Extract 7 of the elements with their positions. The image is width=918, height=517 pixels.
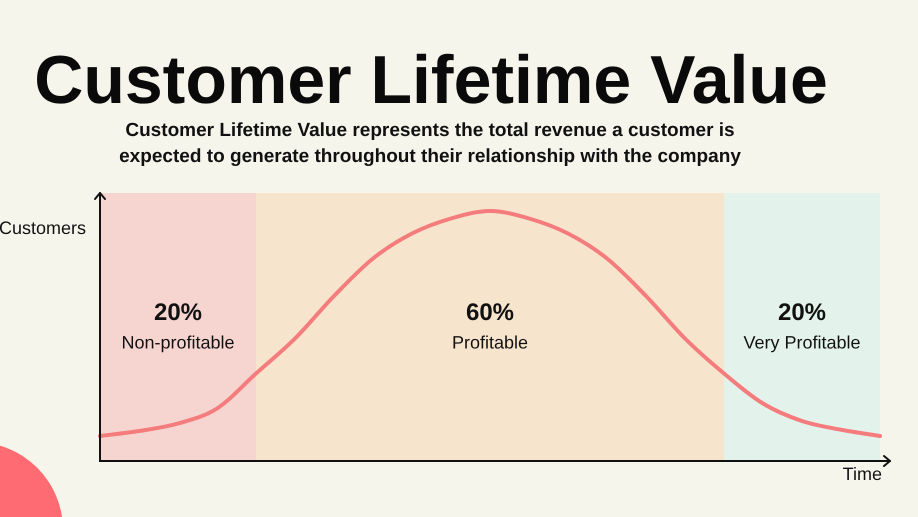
annotation: 20% Very Profitable (743, 299, 861, 353)
x-axis-title: Time (842, 464, 882, 484)
annotation: 20% Non-profitable (121, 299, 235, 353)
y-axis-title: Customers (0, 218, 86, 238)
chart-subtitle: Customer Lifetime Value represents the total revenue a customer is expected to generate throughout their relationship with the company (118, 119, 742, 169)
chart-title: Customer Lifetime Value (33, 42, 829, 118)
annotation: 60% Profitable (452, 299, 528, 353)
